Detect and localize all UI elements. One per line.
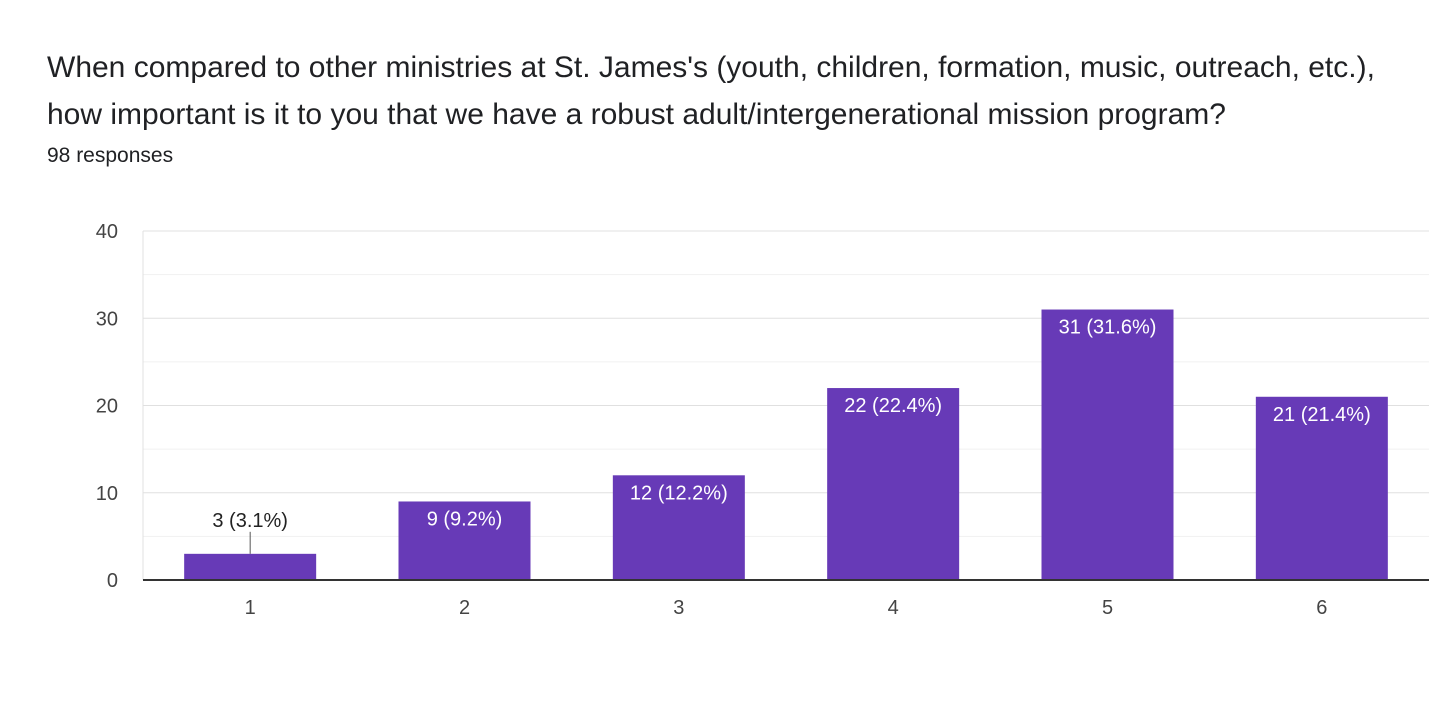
bar — [827, 388, 960, 580]
y-tick-label: 10 — [96, 483, 118, 505]
bar — [1255, 396, 1388, 580]
data-label: 31 (31.6%) — [1059, 317, 1157, 339]
data-label: 3 (3.1%) — [212, 510, 288, 532]
data-label: 21 (21.4%) — [1273, 404, 1371, 426]
response-count: 98 responses — [47, 144, 174, 167]
data-label: 12 (12.2%) — [630, 482, 728, 504]
question-title: When compared to other ministries at St.… — [47, 51, 1375, 131]
x-tick-label: 2 — [459, 597, 470, 619]
x-tick-label: 6 — [1316, 597, 1327, 619]
bar — [184, 553, 317, 580]
bar — [1041, 309, 1174, 580]
x-tick-label: 3 — [673, 597, 684, 619]
x-tick-label: 1 — [245, 597, 256, 619]
y-tick-label: 30 — [96, 308, 118, 330]
y-tick-label: 20 — [96, 396, 118, 418]
bar — [612, 475, 745, 580]
bar — [398, 501, 531, 580]
x-tick-label: 4 — [888, 597, 899, 619]
data-label: 22 (22.4%) — [844, 395, 942, 417]
y-tick-label: 0 — [107, 570, 118, 592]
data-label: 9 (9.2%) — [427, 508, 503, 530]
x-tick-label: 5 — [1102, 597, 1113, 619]
y-tick-label: 40 — [96, 221, 118, 243]
